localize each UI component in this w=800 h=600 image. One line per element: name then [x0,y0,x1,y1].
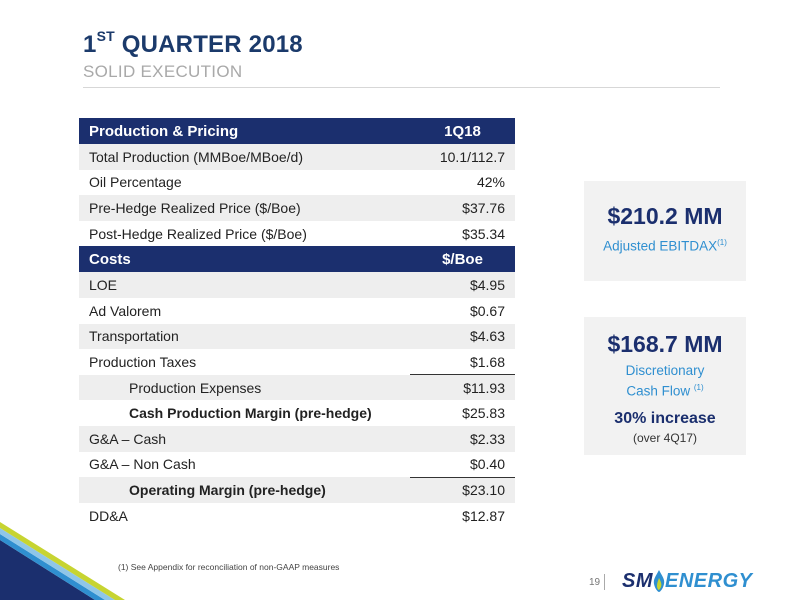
page-title: 1ST QUARTER 2018 [83,28,303,59]
row-label: LOE [79,272,410,298]
cash-flow-label-1: Discretionary [625,363,705,378]
footnote: (1) See Appendix for reconciliation of n… [118,562,340,572]
table-row: Operating Margin (pre-hedge) $23.10 [79,476,515,503]
logo-energy-text: ENERGY [665,569,753,592]
row-label: Pre-Hedge Realized Price ($/Boe) [79,195,410,221]
title-divider [83,87,720,88]
row-value: $0.67 [469,302,505,319]
table-row: G&A – Non Cash $0.40 [79,452,515,478]
row-value: $1.68 [469,353,505,370]
table-row: LOE $4.95 [79,272,515,298]
increase-text: 30% increase [614,409,716,427]
page-subtitle: SOLID EXECUTION [83,62,243,81]
production-header-label: Production & Pricing [79,118,410,144]
title-rest: QUARTER 2018 [114,31,303,58]
flame-icon [653,570,665,592]
sm-energy-logo: SM ENERGY [622,569,752,593]
row-value: $37.76 [410,195,515,221]
row-value: $4.95 [410,272,515,298]
cash-flow-footnote-ref: (1) [693,383,704,392]
table-row: Transportation $4.63 [79,323,515,350]
row-label: Operating Margin (pre-hedge) [79,477,410,503]
table-row: Production Expenses $11.93 [79,374,515,401]
row-value: $12.87 [462,507,505,524]
title-superscript: ST [96,28,115,44]
row-value: $4.63 [410,323,515,350]
row-value: $0.40 [469,456,505,473]
page-number-divider [604,574,605,590]
production-header-value: 1Q18 [410,118,515,144]
cash-flow-label-line-2: Cash Flow (1) [584,379,746,400]
table-row: Post-Hedge Realized Price ($/Boe) $35.34 [79,221,515,247]
table-row: Oil Percentage 42% [79,170,515,196]
costs-header-label: Costs [79,246,410,273]
table-row: Production Taxes $1.68 [79,349,515,375]
row-value: 10.1/112.7 [410,144,515,170]
row-label: Oil Percentage [89,174,182,191]
cash-flow-label-2: Cash Flow [626,383,694,399]
cash-flow-value: $168.7 MM [607,331,723,357]
table-row: DD&A $12.87 [79,503,515,529]
row-label: G&A – Cash [79,425,410,452]
cash-flow-card: $168.7 MM Discretionary Cash Flow (1) 30… [584,317,746,455]
ebitdax-card: $210.2 MM Adjusted EBITDAX(1) [584,181,746,281]
row-value: 42% [476,174,505,191]
table-row: Total Production (MMBoe/MBoe/d) 10.1/112… [79,144,515,170]
row-label: Ad Valorem [89,302,162,319]
row-label: Total Production (MMBoe/MBoe/d) [79,144,410,170]
costs-header-value: $/Boe [410,246,515,273]
title-prefix: 1 [83,31,97,58]
row-value: $2.33 [410,425,515,452]
ebitdax-footnote-ref: (1) [717,238,727,247]
row-label: G&A – Non Cash [89,456,196,473]
row-label: Production Taxes [89,353,197,370]
ebitdax-label-line: Adjusted EBITDAX(1) [584,234,746,255]
table-row: Pre-Hedge Realized Price ($/Boe) $37.76 [79,195,515,221]
ebitdax-label: Adjusted EBITDAX [603,238,718,254]
row-label: Cash Production Margin (pre-hedge) [129,405,372,422]
row-label: Production Expenses [79,374,410,401]
ebitdax-value: $210.2 MM [607,203,723,229]
row-label: Transportation [79,323,410,350]
row-value: $25.83 [462,405,505,422]
row-value: $35.34 [462,225,505,242]
page-number: 19 [589,577,601,588]
row-label: DD&A [89,507,128,524]
production-header-row: Production & Pricing 1Q18 [79,118,515,144]
table-row: Ad Valorem $0.67 [79,298,515,324]
metrics-table: Production & Pricing 1Q18 Total Producti… [79,118,515,528]
increase-note: (over 4Q17) [632,430,698,445]
row-value: $23.10 [410,476,515,503]
logo-sm-text: SM [622,569,653,592]
costs-header-row: Costs $/Boe [79,246,515,273]
row-label: Post-Hedge Realized Price ($/Boe) [89,225,307,242]
table-row: G&A – Cash $2.33 [79,425,515,452]
corner-decoration [0,522,125,600]
table-row: Cash Production Margin (pre-hedge) $25.8… [79,400,515,426]
row-value: $11.93 [410,374,515,401]
